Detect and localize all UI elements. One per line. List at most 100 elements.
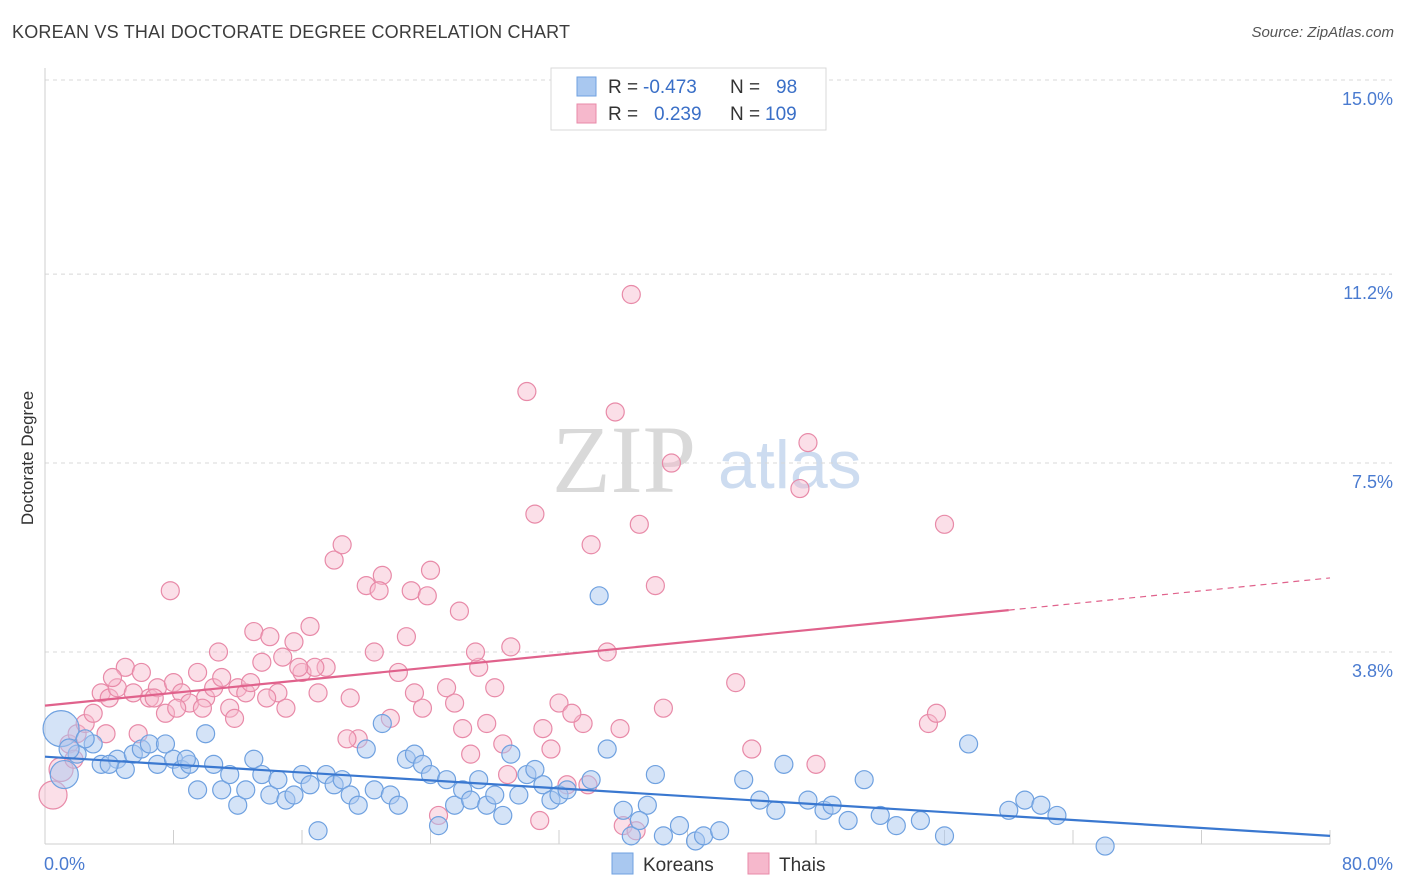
y-tick-label: 15.0% [1342, 89, 1393, 109]
korean-point [637, 795, 657, 815]
korean-point [493, 805, 513, 826]
thai-point [212, 667, 232, 688]
thai-point [404, 683, 425, 703]
korean-point [187, 780, 208, 800]
bottom-legend-korean-label: Koreans [643, 855, 714, 876]
thai-point [163, 673, 184, 693]
legend-thai-r-value: 0.239 [654, 104, 702, 125]
thai-trend-line [44, 609, 1009, 707]
thai-point [324, 550, 344, 570]
korean-point [581, 770, 601, 790]
korean-point [364, 780, 384, 800]
thai-point [276, 698, 296, 718]
bottom-legend-thai-swatch [747, 852, 770, 875]
korean-point [734, 770, 754, 790]
korean-point [693, 826, 714, 846]
thai-point [549, 693, 569, 713]
korean-point [854, 770, 874, 790]
thai-point [167, 698, 187, 718]
y-tick-label: 7.5% [1352, 472, 1393, 492]
thai-point [102, 667, 123, 688]
legend-thai-r-label: R = [608, 104, 638, 125]
thai-point [610, 719, 630, 739]
korean-point [645, 764, 665, 785]
korean-point [356, 739, 376, 759]
korean-point [910, 810, 931, 831]
thai-point [477, 713, 497, 734]
thai-point [155, 703, 176, 723]
thai-point [501, 637, 521, 657]
thai-point [621, 284, 641, 305]
korean-point [509, 785, 529, 805]
thai-point [465, 642, 486, 662]
thai-point [257, 688, 277, 708]
thai-point [305, 657, 325, 677]
legend-thai-swatch [576, 103, 597, 124]
thai-point [436, 678, 457, 698]
thai-trend-extension [1008, 577, 1331, 611]
korean-point [220, 764, 240, 785]
legend-korean-r-label: R = [608, 77, 638, 98]
chart-title: KOREAN VS THAI DOCTORATE DEGREE CORRELAT… [12, 22, 571, 42]
korean-point [1095, 836, 1115, 856]
korean-point [428, 816, 449, 836]
thai-point [372, 565, 392, 585]
korean-point [597, 739, 617, 759]
thai-point [517, 381, 537, 402]
korean-trend-line [44, 755, 1331, 837]
thai-point [284, 632, 304, 652]
thai-point [597, 642, 617, 662]
korean-point [589, 586, 609, 606]
legend-korean-r-value: -0.473 [643, 77, 697, 98]
korean-point [621, 826, 641, 846]
bottom-legend-korean-swatch [611, 852, 634, 875]
thai-point [273, 647, 293, 667]
thai-point [316, 657, 336, 677]
korean-point [629, 810, 649, 831]
korean-points [42, 586, 1115, 856]
thai-point [268, 683, 288, 703]
korean-point [388, 795, 408, 815]
thai-point [605, 402, 625, 422]
y-tick-label: 3.8% [1352, 661, 1393, 681]
thai-point [244, 621, 264, 642]
korean-point [212, 780, 232, 800]
korean-point [268, 770, 288, 790]
thai-point [332, 535, 352, 555]
korean-point [485, 785, 505, 805]
korean-point [838, 810, 858, 831]
thai-point [208, 642, 229, 662]
korean-point [348, 795, 368, 815]
thai-point [449, 601, 470, 621]
korean-point [669, 816, 690, 836]
legend-korean-swatch [576, 76, 597, 97]
korean-point [75, 729, 95, 749]
thai-point [401, 581, 421, 601]
thai-point [918, 713, 939, 734]
legend-korean-n-label: N = [730, 77, 760, 98]
thai-point [742, 739, 762, 759]
legend-thai-n-value: 109 [765, 104, 797, 125]
thai-point [453, 719, 473, 739]
thai-point [369, 581, 389, 601]
bottom-legend: Koreans Thais [611, 852, 825, 876]
korean-point [308, 821, 328, 841]
korean-point [1031, 795, 1051, 815]
thai-point [629, 514, 649, 534]
thai-point [661, 453, 682, 473]
thai-point [934, 514, 955, 534]
thai-point [417, 586, 437, 606]
thai-point [420, 560, 441, 580]
korean-point [204, 754, 224, 774]
thai-point [562, 703, 582, 723]
thai-point [224, 708, 245, 728]
thai-point [533, 719, 553, 739]
thai-point [541, 739, 561, 759]
legend-korean-n-value: 98 [776, 77, 797, 98]
thai-point [139, 688, 160, 708]
korean-point [533, 775, 553, 795]
korean-point [525, 759, 545, 780]
thai-point [444, 693, 465, 713]
thai-point [308, 683, 328, 703]
